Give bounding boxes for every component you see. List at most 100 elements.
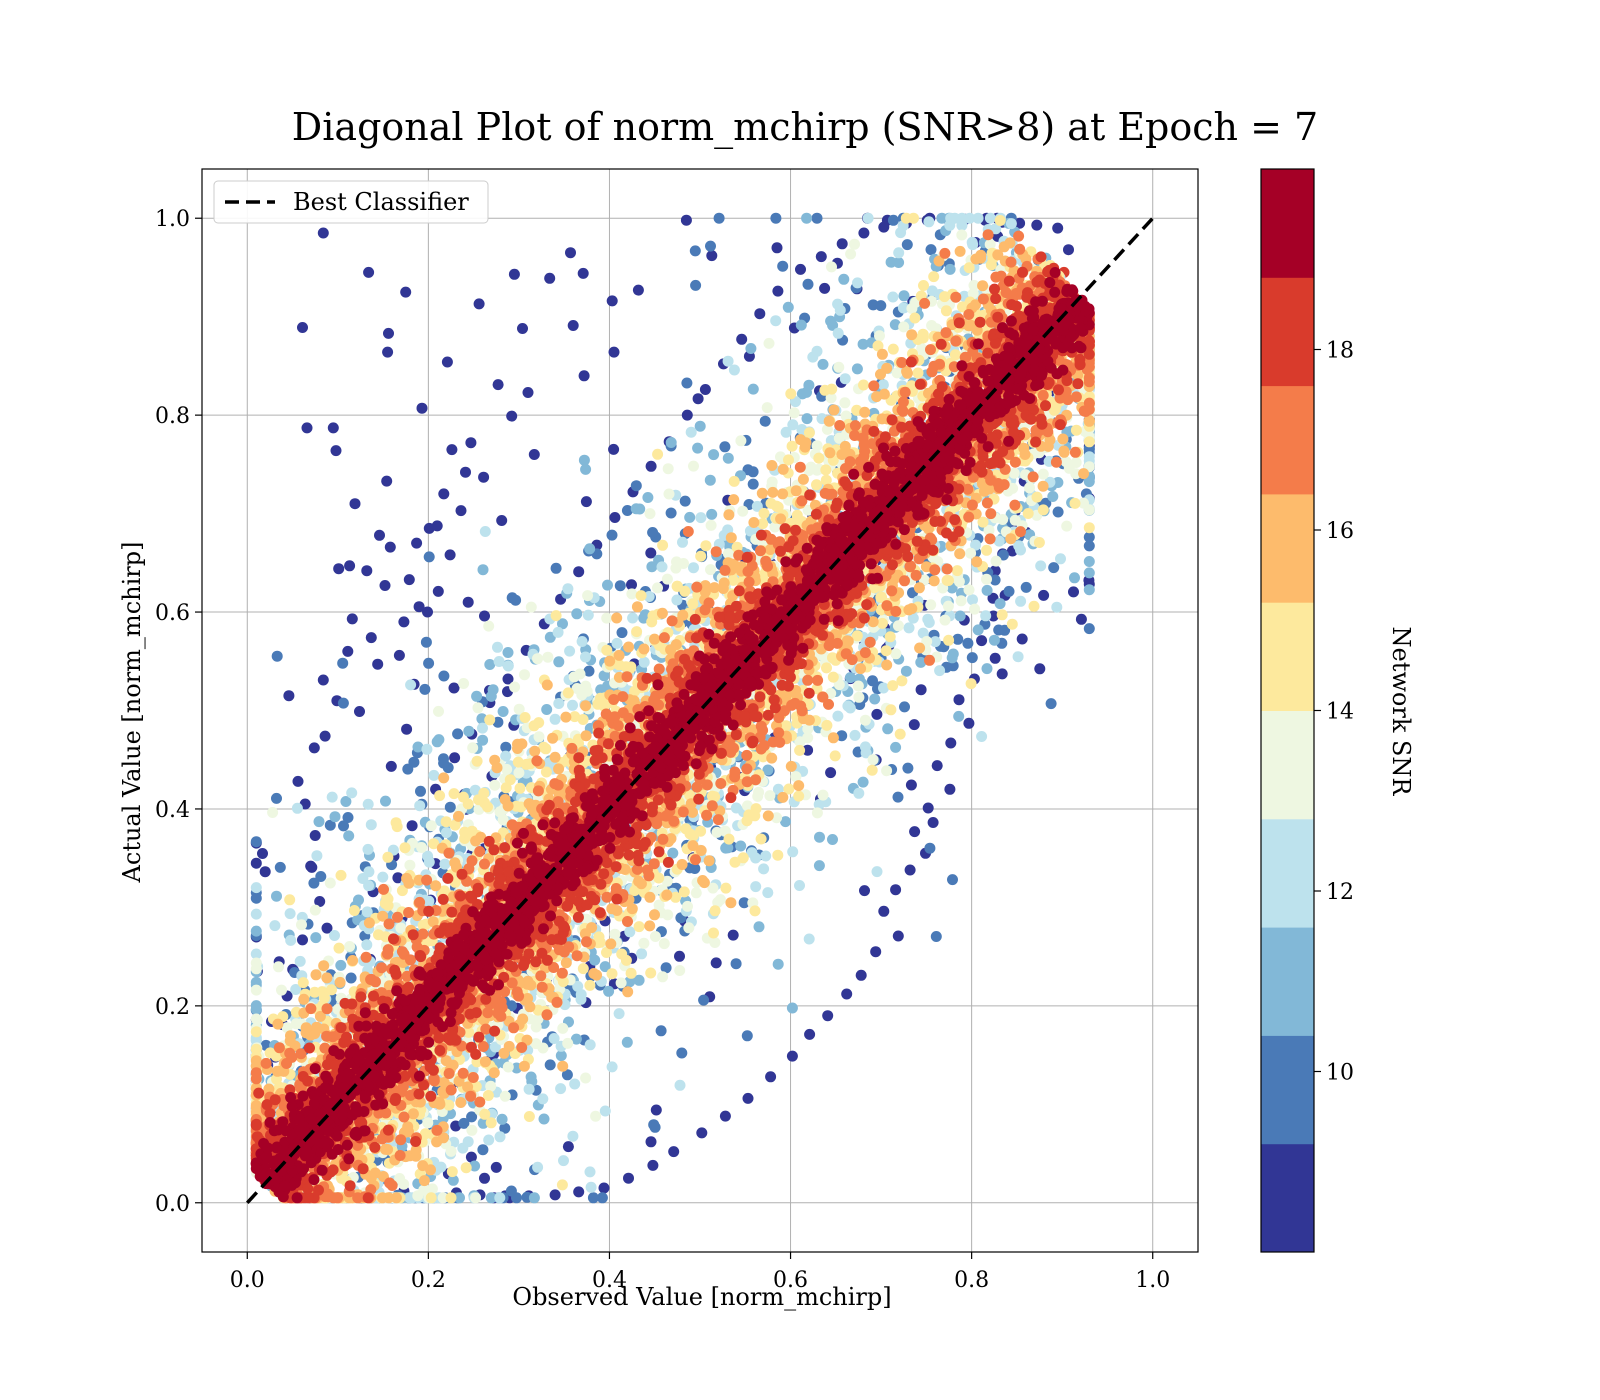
scatter-point	[963, 584, 975, 596]
scatter-point	[431, 520, 443, 532]
scatter-point	[552, 626, 564, 638]
scatter-point	[649, 931, 661, 942]
scatter-point	[804, 1028, 816, 1040]
scatter-point	[544, 1059, 556, 1071]
scatter-point	[736, 333, 748, 345]
scatter-point	[1052, 506, 1064, 518]
scatter-point	[1034, 663, 1046, 675]
scatter-point	[455, 505, 467, 517]
scatter-point	[421, 743, 433, 755]
scatter-point	[479, 610, 490, 622]
scatter-point	[578, 454, 590, 466]
scatter-point	[988, 634, 1000, 646]
scatter-point	[928, 271, 940, 283]
scatter-point	[580, 1072, 592, 1084]
scatter-point	[645, 547, 657, 559]
scatter-point	[485, 690, 497, 702]
scatter-point	[1069, 572, 1080, 584]
scatter-point	[1015, 595, 1027, 607]
scatter-point	[562, 1037, 574, 1049]
scatter-point	[537, 1093, 549, 1105]
scatter-point	[999, 624, 1011, 636]
scatter-point	[267, 807, 279, 818]
scatter-point	[674, 965, 686, 976]
scatter-point	[665, 507, 677, 519]
scatter-point	[859, 885, 870, 897]
scatter-point	[683, 922, 695, 934]
scatter-point	[271, 650, 283, 662]
scatter-point	[1052, 222, 1064, 234]
scatter-point	[335, 959, 347, 971]
scatter-point	[383, 327, 394, 339]
scatter-point	[946, 652, 958, 664]
scatter-point	[1083, 540, 1095, 552]
scatter-point	[626, 588, 638, 600]
scatter-point	[918, 280, 929, 291]
scatter-point	[523, 1111, 535, 1122]
scatter-point	[568, 671, 580, 683]
scatter-point	[1047, 491, 1059, 502]
scatter-point	[705, 240, 716, 252]
scatter-point	[385, 760, 397, 772]
scatter-point	[674, 1079, 686, 1091]
scatter-point	[772, 958, 784, 970]
scatter-point	[571, 608, 583, 620]
scatter-point	[922, 802, 934, 814]
scatter-point	[621, 505, 633, 516]
scatter-point	[997, 549, 1009, 561]
scatter-point	[981, 663, 993, 675]
scatter-point	[821, 662, 832, 674]
scatter-point	[944, 263, 956, 275]
scatter-point	[411, 537, 423, 549]
scatter-point	[538, 1113, 550, 1125]
scatter-point	[348, 905, 360, 916]
scatter-point	[993, 535, 1005, 547]
scatter-point	[519, 669, 530, 681]
scatter-point	[737, 505, 749, 517]
scatter-point	[827, 319, 839, 331]
scatter-point	[412, 741, 424, 753]
scatter-point	[802, 278, 814, 290]
scatter-point	[250, 984, 262, 996]
scatter-point	[849, 729, 861, 741]
scatter-point	[431, 736, 443, 748]
scatter-point	[857, 338, 869, 350]
scatter-point	[695, 512, 707, 524]
scatter-point	[528, 1192, 540, 1204]
scatter-point	[841, 988, 853, 1000]
scatter-point	[492, 641, 503, 653]
scatter-point	[532, 1161, 544, 1173]
scatter-point	[967, 594, 978, 606]
scatter-point	[555, 1050, 567, 1062]
scatter-point	[867, 675, 878, 687]
scatter-point	[616, 627, 628, 639]
scatter-point	[494, 1192, 506, 1204]
scatter-point	[719, 441, 731, 453]
scatter-point	[954, 610, 966, 622]
scatter-point	[813, 452, 825, 464]
scatter-point	[438, 488, 450, 500]
scatter-point	[440, 816, 452, 828]
scatter-point	[393, 649, 405, 661]
scatter-point	[297, 322, 308, 333]
scatter-point	[676, 1047, 688, 1059]
scatter-point	[490, 1161, 502, 1173]
scatter-point	[550, 610, 562, 622]
scatter-point	[815, 251, 827, 263]
scatter-point	[584, 543, 596, 555]
scatter-point	[532, 653, 543, 665]
scatter-point	[722, 452, 734, 464]
scatter-point	[363, 266, 375, 278]
scatter-point	[752, 790, 764, 802]
scatter-point	[273, 961, 284, 973]
scatter-point	[747, 383, 759, 395]
scatter-point	[890, 648, 902, 660]
scatter-point	[811, 212, 823, 224]
scatter-point	[1061, 520, 1073, 532]
scatter-point	[955, 595, 967, 607]
scatter-point	[310, 932, 322, 944]
scatter-point	[611, 637, 623, 649]
scatter-point	[705, 519, 717, 531]
scatter-point	[966, 236, 978, 248]
